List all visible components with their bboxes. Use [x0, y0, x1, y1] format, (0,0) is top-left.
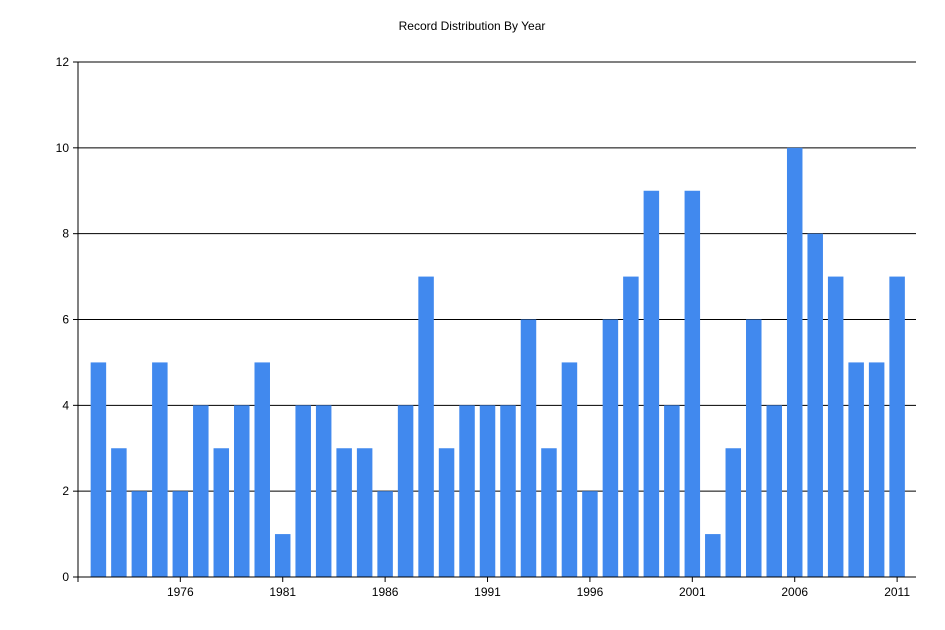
bar [418, 276, 434, 577]
bar [274, 534, 291, 577]
bar [561, 362, 578, 577]
bar [193, 405, 209, 577]
y-tick-label: 2 [62, 484, 69, 498]
bar [684, 190, 701, 577]
bar [541, 448, 557, 577]
bar [459, 405, 475, 577]
bar [234, 405, 250, 577]
bars [90, 147, 905, 578]
bar [705, 534, 721, 577]
bar [520, 319, 537, 577]
y-tick-label: 4 [62, 398, 69, 412]
bar [807, 233, 823, 578]
x-tick-label: 1981 [269, 585, 296, 599]
bar [172, 491, 189, 577]
bar [602, 319, 619, 577]
x-tick-label: 1976 [167, 585, 194, 599]
x-tick-label: 2011 [884, 585, 910, 599]
bar [336, 448, 352, 577]
bar [377, 491, 393, 577]
bar [90, 362, 107, 577]
x-tick-label: 2001 [679, 585, 706, 599]
bar [889, 276, 905, 577]
y-axis-ticks: 0 2 4 6 8 10 12 [56, 55, 78, 584]
bar [397, 405, 414, 577]
bar [254, 362, 270, 577]
bar [827, 276, 844, 577]
bar [131, 491, 148, 577]
bar [725, 448, 742, 577]
bar [848, 362, 864, 577]
bar [643, 190, 660, 577]
bar [479, 405, 496, 577]
bar [868, 362, 885, 577]
bar [152, 362, 168, 577]
axes [73, 62, 916, 582]
bar [623, 276, 639, 577]
y-tick-label: 0 [62, 570, 69, 584]
bar [213, 448, 230, 577]
y-tick-label: 10 [56, 141, 70, 155]
bar [582, 491, 598, 577]
bar [356, 448, 373, 577]
x-tick-label: 2006 [781, 585, 808, 599]
chart-title: Record Distribution By Year [399, 19, 546, 33]
bar [500, 405, 516, 577]
bar [111, 448, 127, 577]
bar [766, 405, 782, 577]
bar [295, 405, 311, 577]
x-tick-label: 1991 [474, 585, 501, 599]
y-tick-label: 8 [62, 227, 69, 241]
y-tick-label: 6 [62, 313, 69, 327]
bar [746, 319, 762, 577]
y-tick-label: 12 [56, 55, 70, 69]
x-tick-label: 1986 [372, 585, 399, 599]
bar [664, 405, 680, 577]
x-tick-label: 1996 [577, 585, 604, 599]
bar [786, 147, 803, 577]
bar [438, 448, 455, 577]
x-axis-ticks: 1976 1981 1986 1991 1996 2001 2006 2011 [167, 577, 910, 599]
bar [315, 405, 332, 577]
